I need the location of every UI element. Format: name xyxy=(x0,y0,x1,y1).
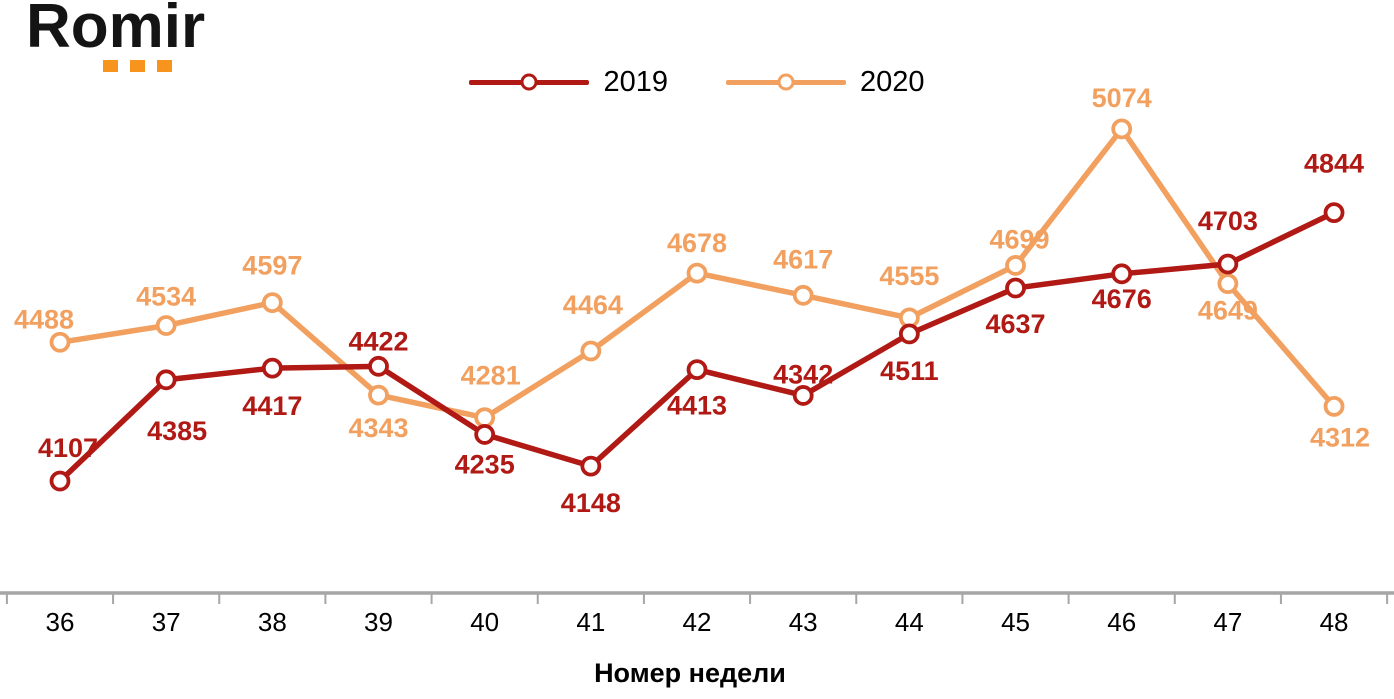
x-tick-label-46: 46 xyxy=(1107,607,1136,637)
series-2019-marker xyxy=(898,323,920,345)
series-2020-marker xyxy=(1111,118,1133,140)
series-2019-point-label: 4342 xyxy=(773,359,833,389)
series-2019-marker xyxy=(368,355,389,377)
legend-label: 2019 xyxy=(603,65,668,98)
series-2020-point-label: 4534 xyxy=(136,282,196,312)
logo-dot-icon xyxy=(103,60,118,72)
legend-marker-icon xyxy=(520,73,538,91)
x-tick-label-47: 47 xyxy=(1213,607,1242,637)
series-2020-marker xyxy=(580,340,602,362)
series-2020-marker xyxy=(1323,395,1345,417)
logo-dot-icon xyxy=(157,60,172,72)
series-2019-point-label: 4385 xyxy=(147,416,207,446)
series-2019-marker xyxy=(580,455,602,477)
legend-line-swatch xyxy=(469,73,590,91)
series-2020-point-label: 5074 xyxy=(1092,83,1152,113)
romir-logo-text: Romir xyxy=(26,0,206,61)
x-tick-label-42: 42 xyxy=(683,607,712,637)
series-2020-point-label: 4464 xyxy=(563,290,623,320)
x-tick-label-39: 39 xyxy=(364,607,393,637)
series-2020-point-label: 4699 xyxy=(989,224,1049,254)
series-2019-point-label: 4703 xyxy=(1198,206,1258,236)
series-2020-marker xyxy=(792,284,814,306)
series-2019-marker xyxy=(261,357,283,379)
romir-logo-dots xyxy=(103,60,172,72)
series-2019-point-label: 4417 xyxy=(242,391,302,421)
series-2019-marker xyxy=(686,359,708,380)
x-tick-label-36: 36 xyxy=(46,607,75,637)
series-2019-point-label: 4844 xyxy=(1304,149,1364,179)
x-tick-label-43: 43 xyxy=(789,607,818,637)
x-tick-label-41: 41 xyxy=(576,607,605,637)
x-tick-label-45: 45 xyxy=(1001,607,1030,637)
legend-item-2019: 2019 xyxy=(469,66,668,99)
series-2019-point-label: 4422 xyxy=(348,326,408,356)
series-2020-marker xyxy=(155,315,177,336)
series-2020-marker xyxy=(686,262,708,284)
series-2019-marker xyxy=(49,470,71,492)
series-2019-marker xyxy=(1217,253,1239,275)
x-tick-label-48: 48 xyxy=(1320,607,1349,637)
series-2019-point-label: 4676 xyxy=(1092,284,1152,314)
series-2020-marker xyxy=(49,331,71,353)
series-2020-point-label: 4281 xyxy=(461,361,521,391)
series-2020-point-label: 4488 xyxy=(14,304,74,334)
series-2019-point-label: 4511 xyxy=(880,356,939,386)
x-tick-label-37: 37 xyxy=(152,607,181,637)
series-2019-point-label: 4637 xyxy=(985,309,1045,339)
series-2020-point-label: 4555 xyxy=(879,261,939,291)
x-tick-label-38: 38 xyxy=(258,607,287,637)
chart-legend: 2019 2020 xyxy=(0,63,1394,101)
x-tick-label-44: 44 xyxy=(895,607,924,637)
series-2020-point-label: 4617 xyxy=(773,244,833,274)
series-2020-marker xyxy=(261,292,283,313)
x-axis-title: Номер недели xyxy=(594,658,786,688)
series-2020-point-label: 4597 xyxy=(242,251,302,281)
series-2020-marker xyxy=(368,384,389,406)
x-tick-label-40: 40 xyxy=(470,607,499,637)
legend-line-swatch xyxy=(726,73,846,91)
legend-marker-icon xyxy=(777,73,795,91)
series-2020-marker xyxy=(474,407,496,429)
romir-logo: Romir xyxy=(26,0,206,72)
series-2020-marker xyxy=(1217,273,1239,295)
series-2019-marker xyxy=(474,424,496,445)
series-2020-point-label: 4343 xyxy=(348,413,408,443)
series-2020-point-label: 4312 xyxy=(1310,422,1370,452)
series-2019-marker xyxy=(792,385,814,406)
series-2020-point-label: 4678 xyxy=(667,228,727,258)
series-2019-marker xyxy=(1323,202,1345,224)
legend-label: 2020 xyxy=(860,65,925,98)
series-2019-marker xyxy=(155,369,177,391)
series-2019-point-label: 4107 xyxy=(38,433,98,463)
legend-item-2020: 2020 xyxy=(726,66,925,99)
series-2019-marker xyxy=(1005,277,1026,299)
series-2019-point-label: 4235 xyxy=(455,449,515,479)
series-2020-marker xyxy=(1005,255,1026,276)
series-2019-point-label: 4148 xyxy=(561,488,621,518)
series-2019-point-label: 4413 xyxy=(667,391,727,421)
series-2020-point-label: 4649 xyxy=(1198,296,1258,326)
series-2019-marker xyxy=(1111,263,1133,285)
logo-dot-icon xyxy=(130,60,145,72)
